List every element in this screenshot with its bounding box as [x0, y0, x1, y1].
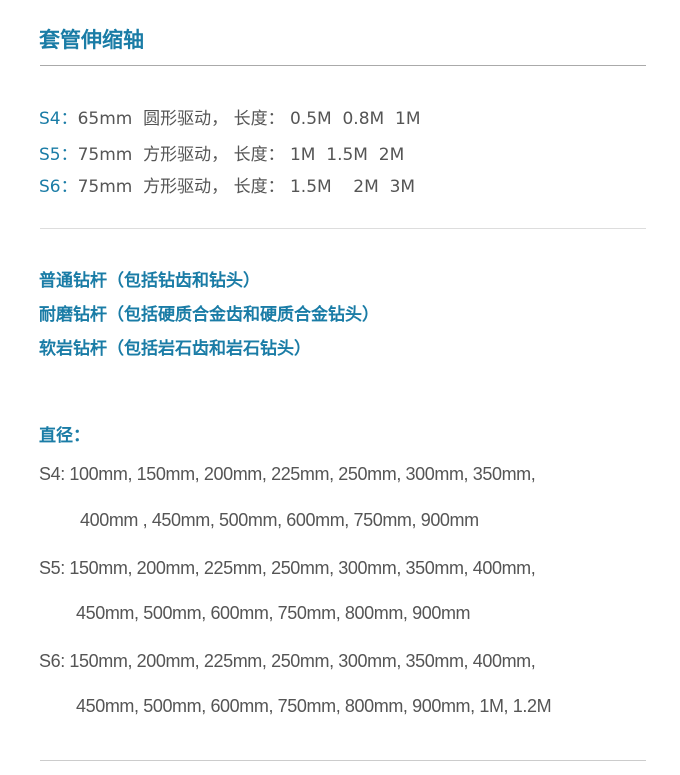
diameter-heading: 直径：	[39, 426, 90, 446]
rod-type: 普通钻杆（包括钻齿和钻头）	[39, 271, 260, 291]
spec-s4: S4：65mm 圆形驱动， 长度： 0.5M 0.8M 1M	[39, 109, 421, 129]
rod-type: 软岩钻杆（包括岩石齿和岩石钻头）	[39, 339, 311, 359]
diameter-line: 400mm , 450mm, 500mm, 600mm, 750mm, 900m…	[80, 510, 479, 530]
spec-s6: S6：75mm 方形驱动， 长度： 1.5M 2M 3M	[39, 177, 416, 197]
spec-s5: S5：75mm 方形驱动， 长度： 1M 1.5M 2M	[39, 145, 405, 165]
diameter-line: S6: 150mm, 200mm, 225mm, 250mm, 300mm, 3…	[39, 651, 536, 671]
divider	[40, 228, 646, 229]
page-title: 套管伸缩轴	[39, 28, 144, 52]
divider	[40, 65, 646, 66]
diameter-line: 450mm, 500mm, 600mm, 750mm, 800mm, 900mm…	[76, 696, 552, 716]
rod-type: 耐磨钻杆（包括硬质合金齿和硬质合金钻头）	[39, 305, 379, 325]
diameter-line: S5: 150mm, 200mm, 225mm, 250mm, 300mm, 3…	[39, 558, 536, 578]
divider	[40, 760, 646, 761]
diameter-line: S4: 100mm, 150mm, 200mm, 225mm, 250mm, 3…	[39, 464, 536, 484]
diameter-line: 450mm, 500mm, 600mm, 750mm, 800mm, 900mm	[76, 603, 471, 623]
